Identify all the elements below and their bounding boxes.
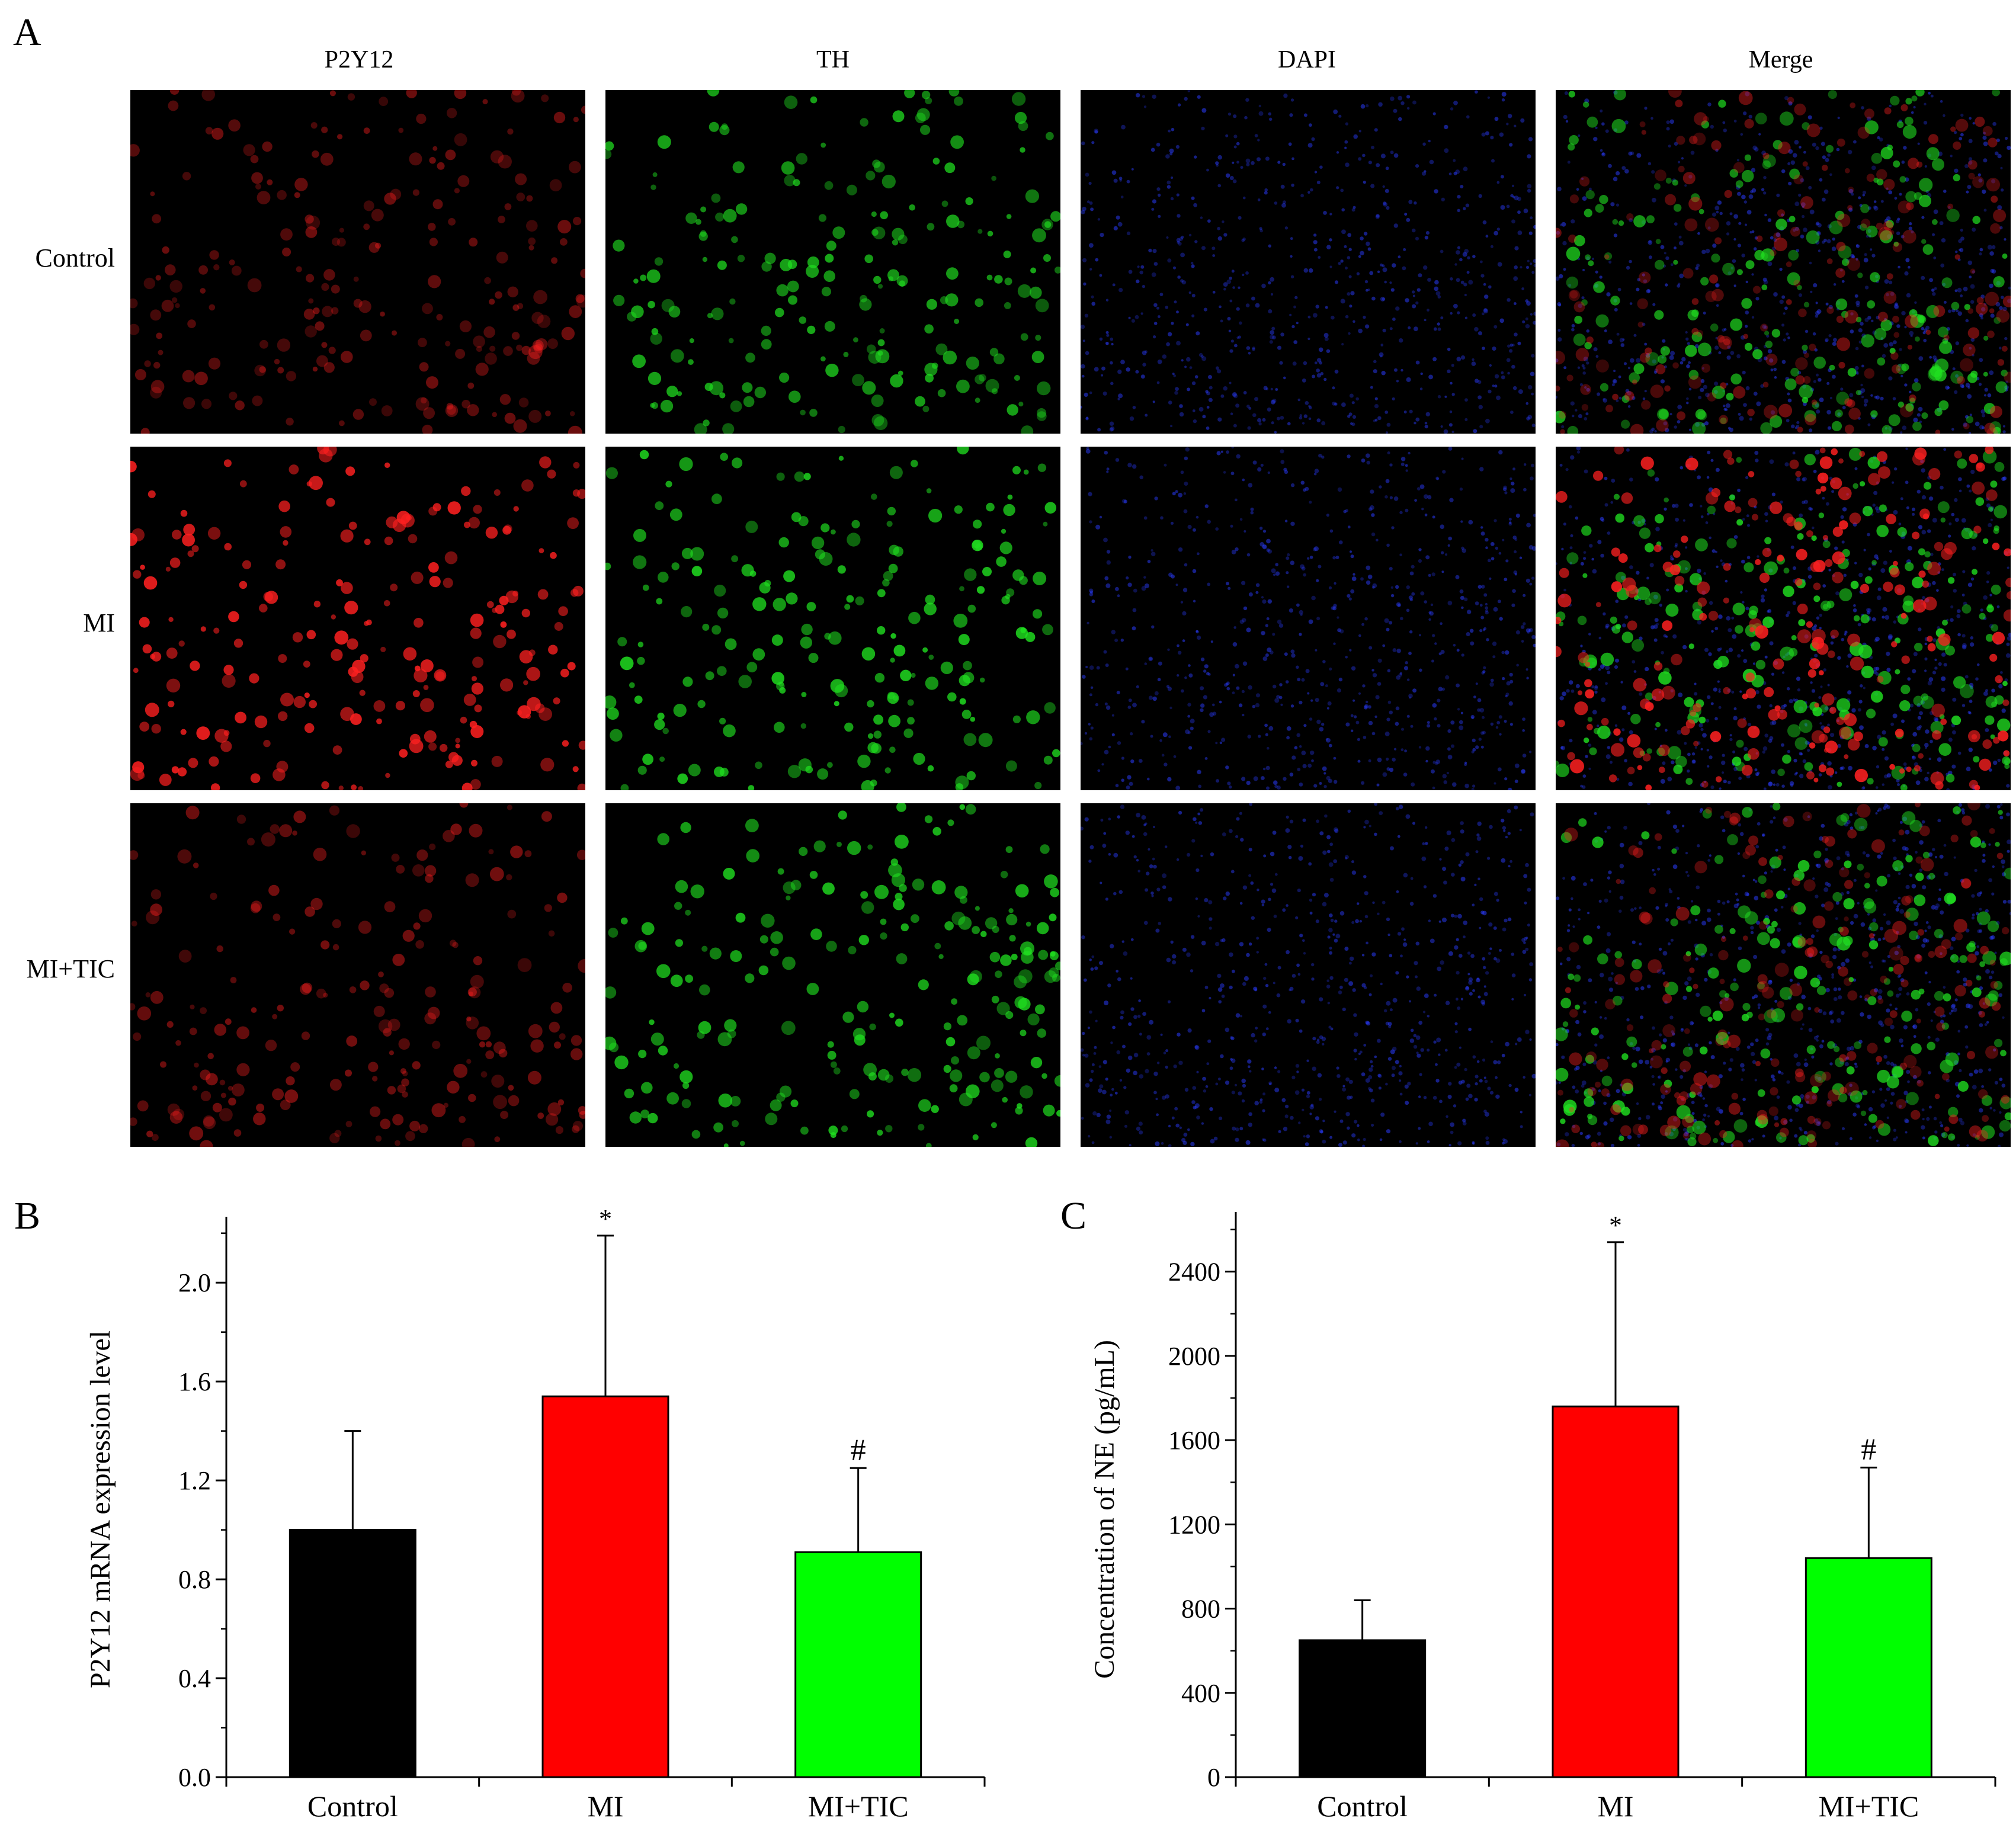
x-tick-label: MI: [587, 1790, 623, 1823]
bar-chart-p2y12: 0.0 0.4 0.8 1.2 1.6 2.0 P2Y12 mRNA expression …: [85, 1204, 986, 1823]
micrograph-control-dapi: [1081, 90, 1536, 434]
panel-letter-b: B: [14, 1194, 41, 1237]
micrograph-mi-merge: [1556, 447, 2011, 790]
y-tick-label: 1.6: [178, 1367, 211, 1396]
column-label-dapi: DAPI: [1277, 46, 1336, 73]
y-tick-label: 2000: [1168, 1342, 1220, 1371]
x-tick-label: MI+TIC: [1818, 1790, 1919, 1823]
bar-control: [289, 1529, 416, 1778]
row-label-control: Control: [35, 243, 115, 272]
micrograph-mi-th: [605, 447, 1060, 790]
bar-control: [1299, 1639, 1427, 1778]
y-tick-label: 2400: [1168, 1258, 1220, 1287]
micrograph-control-merge: [1556, 90, 2011, 434]
y-tick-label: 800: [1181, 1595, 1220, 1624]
y-tick-label: 0.4: [178, 1664, 211, 1693]
micrograph-mi-tic-merge: [1556, 803, 2011, 1147]
x-tick-label: Control: [307, 1790, 398, 1823]
bar-mi-tic: [1805, 1557, 1932, 1778]
significance-marker: #: [851, 1433, 866, 1467]
micrograph-control-p2y12: [130, 90, 585, 434]
x-tick-label: MI+TIC: [808, 1790, 909, 1823]
micrograph-mi-tic-p2y12: [130, 803, 585, 1147]
significance-marker: *: [1609, 1211, 1622, 1240]
significance-marker: #: [1861, 1432, 1876, 1466]
y-axis-title: Concentration of NE (pg/mL): [1089, 1340, 1120, 1679]
micrograph-mi-tic-dapi: [1081, 803, 1536, 1147]
bar-chart-ne-concentration: 0 400 800 1200 1600 2000 2400 Concentration of …: [1089, 1211, 1996, 1823]
y-tick-label: 400: [1181, 1679, 1220, 1708]
y-tick-label: 0.0: [178, 1763, 211, 1792]
column-label-merge: Merge: [1748, 46, 1813, 73]
column-label-th: TH: [816, 46, 850, 73]
significance-marker: *: [599, 1204, 612, 1233]
x-tick-label: MI: [1597, 1790, 1633, 1823]
panel-letter-c: C: [1060, 1194, 1087, 1237]
bar-mi: [541, 1395, 669, 1778]
row-label-mi-tic: MI+TIC: [26, 954, 115, 983]
micrograph-control-th: [605, 90, 1060, 434]
y-tick-label: 1600: [1168, 1426, 1220, 1455]
row-label-mi: MI: [83, 608, 115, 637]
y-tick-label: 1200: [1168, 1510, 1220, 1539]
x-tick-label: Control: [1317, 1790, 1408, 1823]
bar-mi-tic: [794, 1551, 922, 1778]
panel-letter-a: A: [13, 11, 41, 54]
y-tick-label: 0: [1207, 1763, 1220, 1792]
micrograph-mi-p2y12: [130, 447, 585, 790]
y-tick-label: 2.0: [178, 1268, 211, 1297]
y-axis-title: P2Y12 mRNA expression level: [85, 1330, 116, 1688]
bar-mi: [1552, 1405, 1680, 1778]
y-tick-label: 1.2: [178, 1466, 211, 1495]
micrograph-mi-tic-th: [605, 803, 1060, 1147]
y-tick-label: 0.8: [178, 1565, 211, 1594]
column-label-p2y12: P2Y12: [324, 46, 394, 73]
micrograph-mi-dapi: [1081, 447, 1536, 790]
